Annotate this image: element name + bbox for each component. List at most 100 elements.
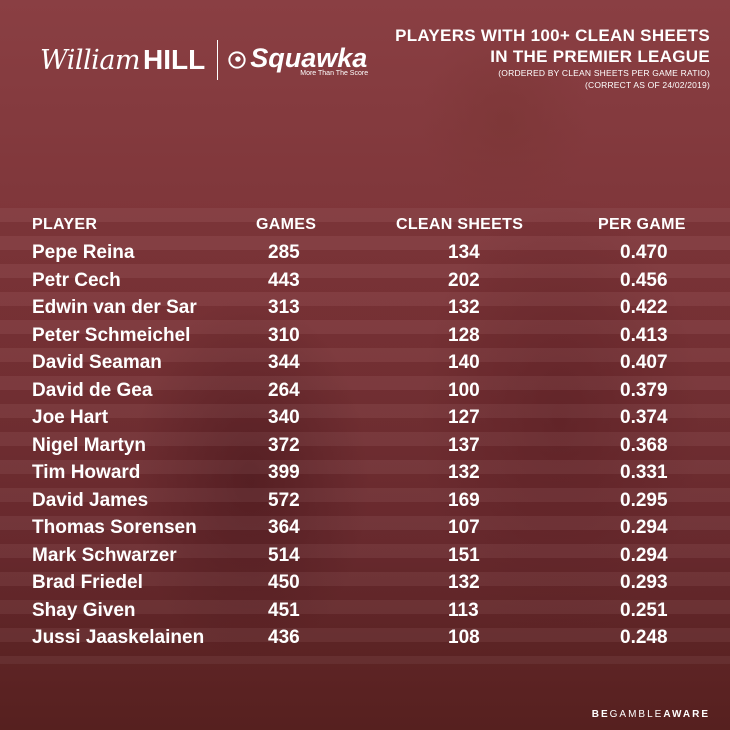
table-row: Thomas Sorensen 364 107 0.294 xyxy=(0,515,730,543)
clean-sheets-value: 107 xyxy=(448,517,480,538)
subtitle-ordering: (ORDERED BY CLEAN SHEETS PER GAME RATIO) xyxy=(498,68,710,78)
games-value: 514 xyxy=(268,544,300,566)
per-game-value: 0.294 xyxy=(620,517,668,538)
per-game-value: 0.422 xyxy=(620,297,668,318)
games-value: 450 xyxy=(268,572,300,593)
clean-sheets-value: 202 xyxy=(448,269,480,291)
games-value: 572 xyxy=(268,489,300,511)
table-row: Mark Schwarzer 514 151 0.294 xyxy=(0,543,730,571)
per-game-value: 0.374 xyxy=(620,407,668,428)
games-value: 436 xyxy=(268,627,300,648)
per-game-value: 0.294 xyxy=(620,544,668,566)
title-line-1: PLAYERS WITH 100+ CLEAN SHEETS xyxy=(395,26,710,45)
swirl-icon xyxy=(228,51,246,69)
player-name: Shay Given xyxy=(32,599,136,621)
table-row: Joe Hart 340 127 0.374 xyxy=(0,405,730,433)
per-game-value: 0.407 xyxy=(620,352,668,373)
clean-sheets-value: 137 xyxy=(448,434,480,456)
clean-sheets-value: 151 xyxy=(448,544,480,566)
games-value: 264 xyxy=(268,379,300,401)
games-value: 285 xyxy=(268,242,300,263)
player-name: Peter Schmeichel xyxy=(32,324,191,346)
table-body: Pepe Reina 285 134 0.470 Petr Cech 443 202 0.45… xyxy=(0,240,730,653)
player-name: Pepe Reina xyxy=(32,242,135,263)
per-game-value: 0.251 xyxy=(620,599,668,621)
table-row: Edwin van der Sar 313 132 0.422 xyxy=(0,295,730,323)
player-name: Mark Schwarzer xyxy=(32,544,177,566)
games-value: 399 xyxy=(268,462,300,483)
table-header: PLAYER GAMES CLEAN SHEETS PER GAME xyxy=(0,212,730,240)
gamble-aware-footer: BEGAMBLEAWARE xyxy=(592,709,710,720)
partner-logo: Squawka More Than The Score xyxy=(250,44,368,77)
player-name: David Seaman xyxy=(32,352,162,373)
player-name: Jussi Jaaskelainen xyxy=(32,627,205,648)
table-row: Nigel Martyn 372 137 0.368 xyxy=(0,433,730,461)
header-games: GAMES xyxy=(256,216,317,233)
per-game-value: 0.470 xyxy=(620,242,668,263)
player-name: Edwin van der Sar xyxy=(32,297,197,318)
header-clean-sheets: CLEAN SHEETS xyxy=(396,216,524,233)
table-row: David Seaman 344 140 0.407 xyxy=(0,350,730,378)
clean-sheets-value: 134 xyxy=(448,242,480,263)
per-game-value: 0.413 xyxy=(620,324,668,346)
table-row: Peter Schmeichel 310 128 0.413 xyxy=(0,323,730,351)
games-value: 364 xyxy=(268,517,300,538)
table-row: Shay Given 451 113 0.251 xyxy=(0,598,730,626)
games-value: 340 xyxy=(268,407,300,428)
games-value: 313 xyxy=(268,297,300,318)
clean-sheets-value: 100 xyxy=(448,379,480,401)
title-block: PLAYERS WITH 100+ CLEAN SHEETS IN THE PR… xyxy=(395,25,710,91)
player-name: Petr Cech xyxy=(32,269,121,291)
games-value: 310 xyxy=(268,324,300,346)
per-game-value: 0.295 xyxy=(620,489,668,511)
partner-logo-tagline: More Than The Score xyxy=(300,69,369,77)
clean-sheets-value: 132 xyxy=(448,572,480,593)
clean-sheets-value: 132 xyxy=(448,297,480,318)
subtitle-date: (CORRECT AS OF 24/02/2019) xyxy=(584,80,710,90)
title-line-2: IN THE PREMIER LEAGUE xyxy=(490,47,710,66)
table-row: Brad Friedel 450 132 0.293 xyxy=(0,570,730,598)
footer-aware: AWARE xyxy=(663,709,710,720)
sponsor-logo-bold: HILL xyxy=(143,44,206,75)
per-game-value: 0.293 xyxy=(620,572,668,593)
player-name: Nigel Martyn xyxy=(32,434,147,456)
footer-gamble: GAMBLE xyxy=(609,709,664,720)
clean-sheets-value: 108 xyxy=(448,627,480,648)
partner-logo-name: Squawka xyxy=(250,42,368,73)
games-value: 451 xyxy=(268,599,300,621)
player-name: David de Gea xyxy=(32,379,153,401)
clean-sheets-table: PLAYER GAMES CLEAN SHEETS PER GAME Pepe … xyxy=(0,212,730,653)
per-game-value: 0.368 xyxy=(620,434,668,456)
table-row: Petr Cech 443 202 0.456 xyxy=(0,268,730,296)
table-row: Tim Howard 399 132 0.331 xyxy=(0,460,730,488)
table-row: David James 572 169 0.295 xyxy=(0,488,730,516)
player-name: Brad Friedel xyxy=(32,572,143,593)
games-value: 443 xyxy=(268,269,300,291)
player-name: David James xyxy=(32,489,149,511)
table-row: David de Gea 264 100 0.379 xyxy=(0,378,730,406)
clean-sheets-value: 128 xyxy=(448,324,480,346)
sponsor-logo-script: William xyxy=(40,44,141,76)
clean-sheets-value: 127 xyxy=(448,407,480,428)
header-per-game: PER GAME xyxy=(598,216,686,233)
per-game-value: 0.331 xyxy=(620,462,668,483)
footer-be: BE xyxy=(591,709,610,720)
logo-divider xyxy=(217,40,219,80)
table-row: Pepe Reina 285 134 0.470 xyxy=(0,240,730,268)
per-game-value: 0.248 xyxy=(620,627,668,648)
games-value: 344 xyxy=(268,352,300,373)
clean-sheets-value: 132 xyxy=(448,462,480,483)
player-name: Tim Howard xyxy=(32,462,141,483)
player-name: Thomas Sorensen xyxy=(32,517,197,538)
brand-logos: William HILL Squawka More Than The Score xyxy=(40,40,368,80)
player-name: Joe Hart xyxy=(32,407,109,428)
clean-sheets-value: 113 xyxy=(448,599,479,621)
table-row: Jussi Jaaskelainen 436 108 0.248 xyxy=(0,625,730,653)
per-game-value: 0.379 xyxy=(620,379,668,401)
header-player: PLAYER xyxy=(32,216,98,233)
clean-sheets-value: 140 xyxy=(448,352,480,373)
per-game-value: 0.456 xyxy=(620,269,668,291)
games-value: 372 xyxy=(268,434,300,456)
clean-sheets-value: 169 xyxy=(448,489,480,511)
